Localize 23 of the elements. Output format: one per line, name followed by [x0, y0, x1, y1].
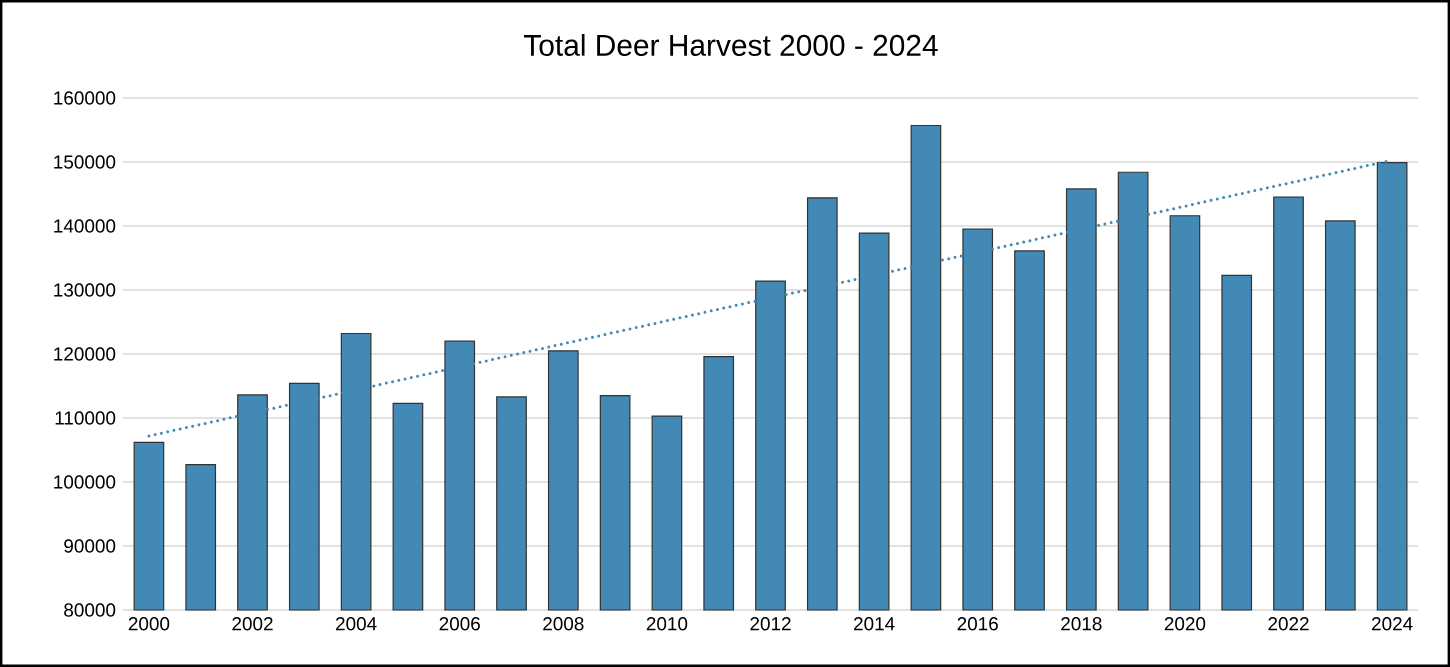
y-tick-label: 110000	[55, 411, 116, 425]
x-tick-label: 2010	[646, 617, 688, 631]
y-tick-label: 120000	[54, 347, 116, 361]
y-tick-label: 100000	[54, 475, 116, 489]
y-tick-label: 160000	[54, 91, 116, 105]
x-tick-label: 2016	[957, 617, 998, 631]
y-tick-label: 130000	[54, 283, 116, 297]
chart-title: Total Deer Harvest 2000 - 2024	[524, 34, 938, 56]
x-tick-label: 2008	[543, 617, 584, 631]
x-tick-label: 2004	[336, 617, 377, 631]
x-tick-label: 2000	[128, 617, 170, 631]
y-tick-label: 150000	[54, 155, 116, 169]
x-tick-label: 2024	[1372, 617, 1413, 631]
x-tick-label: 2012	[750, 617, 791, 631]
x-tick-label: 2006	[439, 617, 480, 631]
x-tick-label: 2014	[854, 617, 895, 631]
x-tick-label: 2002	[232, 617, 273, 631]
y-tick-label: 140000	[54, 219, 116, 233]
y-tick-label: 80000	[64, 603, 116, 617]
y-tick-label: 90000	[64, 539, 116, 553]
x-tick-label: 2018	[1061, 617, 1102, 631]
x-tick-label: 2020	[1164, 617, 1206, 631]
x-tick-label: 2022	[1268, 617, 1309, 631]
